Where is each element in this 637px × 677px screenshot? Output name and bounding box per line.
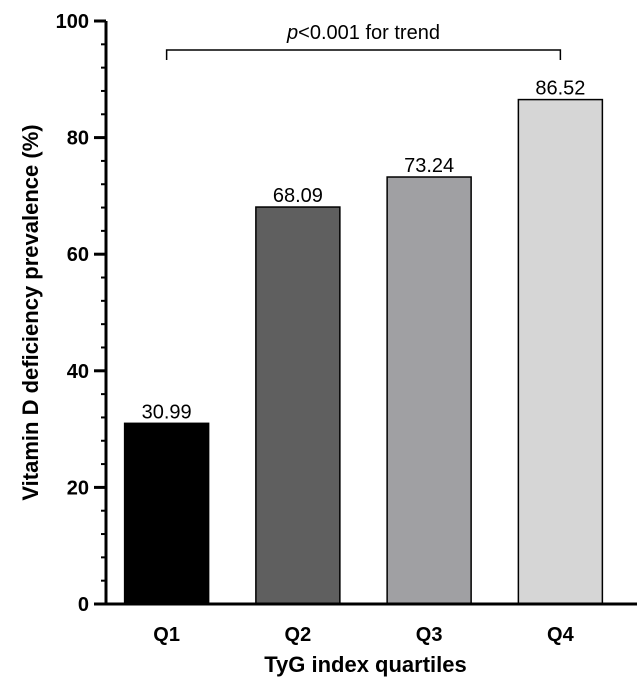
bar-data-label: 73.24 (404, 155, 454, 177)
y-axis-title: Vitamin D deficiency prevalence (%) (18, 124, 43, 500)
y-major-ticks: 0 20 40 60 80 100 (56, 11, 106, 616)
trend-annotation-p: p (286, 22, 298, 44)
y-tick-label: 0 (78, 594, 89, 616)
x-axis-title: TyG index quartiles (264, 652, 467, 677)
bars (123, 98, 604, 605)
trend-bracket (165, 49, 562, 60)
y-tick-label: 60 (67, 244, 89, 266)
y-tick-label: 40 (67, 361, 89, 383)
bar-data-label: 30.99 (142, 401, 192, 423)
bar-q4 (517, 98, 604, 605)
bar-q1 (123, 422, 210, 605)
trend-annotation-text: <0.001 for trend (298, 22, 440, 44)
y-tick-label: 80 (67, 128, 89, 150)
trend-bracket-line (165, 49, 562, 60)
x-tick-label: Q4 (547, 624, 575, 646)
x-tick-label: Q2 (285, 624, 312, 646)
bar-q2 (255, 206, 341, 605)
x-tick-label: Q1 (153, 624, 180, 646)
x-tick-label: Q3 (416, 624, 443, 646)
x-category-labels: Q1 Q2 Q3 Q4 (153, 624, 574, 646)
y-tick-label: 20 (67, 477, 89, 499)
y-tick-label: 100 (56, 11, 89, 33)
bar-q3 (386, 176, 472, 605)
bar-data-labels: 30.99 68.09 73.24 86.52 (142, 78, 586, 424)
bar-data-label: 68.09 (273, 185, 323, 207)
trend-annotation: p<0.001 for trend (286, 22, 440, 44)
bar-data-label: 86.52 (535, 78, 585, 100)
